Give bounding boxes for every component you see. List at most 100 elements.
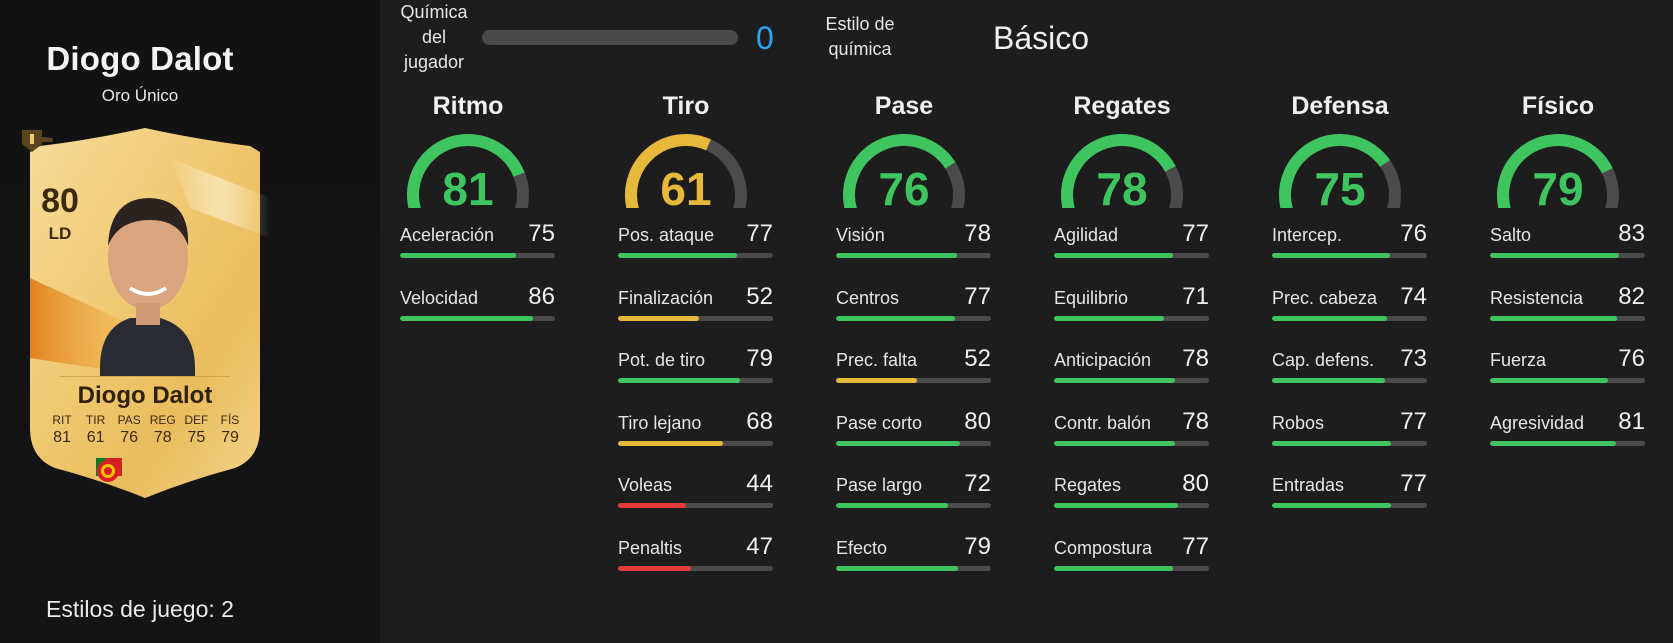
attribute-name: Entradas	[1272, 475, 1345, 495]
attribute-value: 75	[528, 220, 555, 247]
attribute-bar	[618, 503, 773, 508]
player-card[interactable]: 80 LD Diogo Dalot RIT 81 TIR 61 PAS 76 REG 78 DE…	[20, 128, 270, 498]
attribute-row[interactable]: Anticipación 78	[1054, 345, 1209, 390]
attribute-bar	[400, 253, 555, 258]
card-stat-value: 79	[221, 429, 239, 446]
attribute-row[interactable]: Penaltis 47	[618, 533, 773, 578]
attribute-row[interactable]: Efecto 79	[836, 533, 991, 578]
card-type: Oro Único	[101, 86, 179, 105]
attribute-name: Intercep.	[1272, 225, 1343, 245]
chemistry-label: Química del jugador	[384, 0, 484, 75]
attribute-name: Aceleración	[400, 225, 495, 245]
attribute-name: Velocidad	[400, 287, 479, 308]
attribute-bar	[1272, 440, 1427, 446]
attribute-row[interactable]: Aceleración 75	[400, 220, 555, 265]
attribute-row[interactable]: Centros 77	[836, 283, 991, 328]
card-stat: REG 78	[147, 413, 179, 447]
chem-style-label-line: Estilo de	[825, 14, 895, 34]
attribute-bar	[618, 378, 773, 383]
attribute-row[interactable]: Agilidad 77	[1054, 220, 1209, 265]
attribute-value: 71	[1182, 282, 1209, 310]
attribute-bar	[1272, 315, 1427, 321]
attribute-value: 80	[1182, 470, 1209, 497]
playstyles-count[interactable]: Estilos de juego: 2	[46, 596, 234, 622]
card-stat-label: REG	[149, 413, 176, 427]
attribute-row[interactable]: Salto 83	[1490, 220, 1645, 265]
attribute-bar-fill	[618, 565, 691, 571]
attribute-row[interactable]: Prec. falta 52	[836, 345, 991, 390]
attribute-row[interactable]: Pase corto 80	[836, 408, 991, 453]
attribute-bar	[836, 503, 991, 508]
attribute-row[interactable]: Robos 77	[1272, 408, 1427, 453]
attribute-row[interactable]: Agresividad 81	[1490, 408, 1645, 453]
attribute-row[interactable]: Regates 80	[1054, 470, 1209, 515]
chem-style-label: Estilo de química	[800, 12, 920, 62]
attribute-row[interactable]: Visión 78	[836, 220, 991, 265]
attribute-value: 78	[1182, 345, 1209, 372]
attribute-value: 78	[1182, 407, 1209, 435]
card-stat-label: RIT	[52, 413, 72, 427]
attribute-bar-fill	[1272, 315, 1387, 321]
attribute-row[interactable]: Contr. balón 78	[1054, 408, 1209, 453]
attribute-row[interactable]: Pos. ataque 77	[618, 220, 773, 265]
attribute-value: 52	[746, 282, 773, 310]
attribute-bar-fill	[400, 315, 534, 321]
attribute-name: Robos	[1272, 412, 1325, 433]
gauge-fill	[406, 133, 525, 208]
attribute-row[interactable]: Resistencia 82	[1490, 283, 1645, 328]
category-value: 61	[660, 163, 712, 215]
category-name: Ritmo	[432, 92, 504, 120]
attribute-row[interactable]: Pase largo 72	[836, 470, 991, 515]
chem-style-value[interactable]: Básico	[993, 20, 1090, 56]
attribute-name: Efecto	[836, 537, 888, 558]
attribute-value: 81	[1618, 407, 1645, 435]
attribute-row[interactable]: Voleas 44	[618, 470, 773, 515]
gauge-fill	[1279, 134, 1390, 208]
attribute-value: 77	[1400, 470, 1427, 497]
attribute-name: Pos. ataque	[618, 225, 715, 245]
attribute-bar-fill	[1054, 253, 1174, 258]
attribute-row[interactable]: Cap. defens. 73	[1272, 345, 1427, 390]
attribute-bar	[1490, 378, 1645, 383]
chemistry-bar	[482, 30, 738, 45]
attribute-bar-fill	[1490, 440, 1616, 446]
category-name: Tiro	[662, 92, 710, 120]
chemistry-value: 0	[756, 20, 774, 56]
attribute-bar	[1054, 565, 1209, 571]
attribute-bar-fill	[1272, 503, 1392, 508]
rank-badge-icon	[22, 130, 42, 152]
card-stat-value: 75	[187, 429, 206, 446]
attribute-row[interactable]: Fuerza 76	[1490, 345, 1645, 390]
attribute-row[interactable]: Tiro lejano 68	[618, 408, 773, 453]
card-background	[30, 128, 270, 498]
attribute-row[interactable]: Finalización 52	[618, 283, 773, 328]
player-portrait	[100, 198, 195, 376]
attribute-name: Visión	[836, 225, 885, 245]
attribute-bar-fill	[618, 503, 687, 508]
attribute-value: 77	[964, 282, 991, 310]
attribute-row[interactable]: Pot. de tiro 79	[618, 345, 773, 390]
attribute-bar	[836, 253, 991, 258]
card-position: LD	[48, 224, 72, 243]
attribute-name: Regates	[1054, 475, 1122, 495]
attribute-row[interactable]: Prec. cabeza 74	[1272, 283, 1427, 328]
attribute-value: 77	[1400, 407, 1427, 435]
card-stat: RIT 81	[46, 413, 78, 447]
attribute-value: 72	[964, 470, 991, 497]
attribute-row[interactable]: Equilibrio 71	[1054, 283, 1209, 328]
attribute-name: Anticipación	[1054, 350, 1152, 370]
attribute-row[interactable]: Compostura 77	[1054, 533, 1209, 578]
category-value: 81	[442, 163, 494, 215]
card-stat-label: FÍS	[220, 413, 240, 427]
attribute-name: Finalización	[618, 287, 714, 308]
attribute-row[interactable]: Velocidad 86	[400, 283, 555, 328]
attribute-row[interactable]: Intercep. 76	[1272, 220, 1427, 265]
category-value: 75	[1314, 163, 1366, 215]
attribute-bar-fill	[836, 440, 960, 446]
attribute-row[interactable]: Entradas 77	[1272, 470, 1427, 515]
stats-panel	[380, 0, 1673, 643]
attribute-value: 77	[1182, 220, 1209, 247]
attribute-bar	[1490, 440, 1645, 446]
attribute-bar-fill	[1054, 378, 1175, 383]
attribute-bar	[836, 315, 991, 321]
